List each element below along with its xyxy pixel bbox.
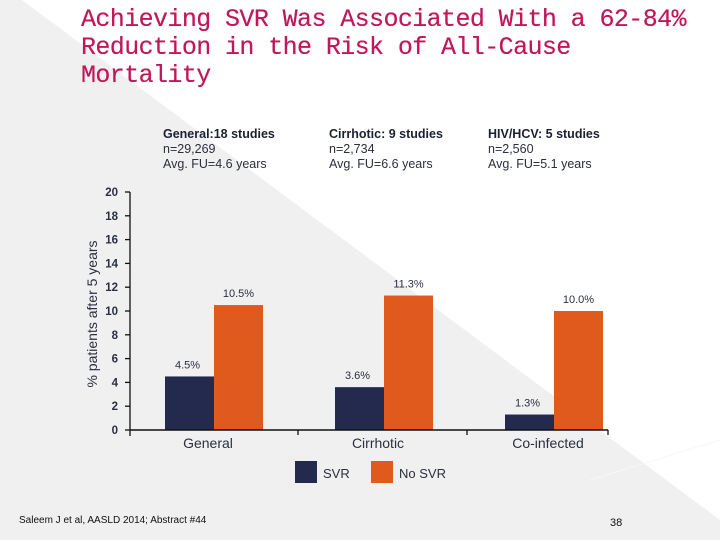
legend-swatch-no-svr	[371, 461, 393, 483]
data-label: 4.5%	[175, 359, 200, 371]
x-tick-label: General	[183, 435, 233, 451]
y-tick-label: 10	[105, 306, 118, 318]
group-info-n: n=29,269	[163, 142, 216, 156]
legend-swatch-svr	[295, 461, 317, 483]
bar-svr	[505, 414, 554, 430]
x-tick-label: Co-infected	[512, 435, 584, 451]
group-info-heading: HIV/HCV: 5 studies	[488, 127, 600, 141]
data-label: 1.3%	[515, 398, 540, 410]
data-label: 10.0%	[563, 294, 594, 306]
bar-no-svr	[384, 295, 433, 430]
group-info-hiv-hcv: HIV/HCV: 5 studies n=2,560 Avg. FU=5.1 y…	[488, 127, 600, 172]
y-tick-label: 14	[105, 258, 118, 270]
page-number: 38	[610, 517, 623, 529]
y-tick-label: 2	[112, 401, 118, 413]
legend-label: No SVR	[399, 466, 446, 481]
y-tick-label: 4	[112, 377, 119, 389]
title-line: Reduction in the Risk of All-Cause	[81, 33, 571, 62]
group-info-heading: General:18 studies	[163, 127, 275, 141]
y-tick-label: 6	[112, 354, 118, 366]
bar-no-svr	[214, 305, 263, 430]
group-info-followup: Avg. FU=5.1 years	[488, 157, 592, 171]
bar-svr	[335, 387, 384, 430]
group-info-followup: Avg. FU=4.6 years	[163, 157, 267, 171]
group-info-n: n=2,560	[488, 142, 534, 156]
bar-svr	[165, 376, 214, 430]
y-tick-label: 16	[105, 235, 118, 247]
title-line: Achieving SVR Was Associated With a 62-8…	[81, 5, 687, 34]
y-axis-label: % patients after 5 years	[84, 240, 100, 387]
group-info-heading: Cirrhotic: 9 studies	[329, 127, 443, 141]
y-tick-label: 0	[112, 425, 118, 437]
slide-title: Achieving SVR Was Associated With a 62-8…	[81, 6, 711, 90]
data-label: 10.5%	[223, 288, 254, 300]
y-tick-label: 12	[105, 282, 118, 294]
group-info-cirrhotic: Cirrhotic: 9 studies n=2,734 Avg. FU=6.6…	[329, 127, 443, 172]
group-info-followup: Avg. FU=6.6 years	[329, 157, 433, 171]
y-tick-label: 18	[105, 211, 118, 223]
data-label: 3.6%	[345, 370, 370, 382]
data-label: 11.3%	[393, 279, 424, 291]
y-tick-label: 20	[105, 187, 118, 199]
title-line: Mortality	[81, 61, 211, 90]
x-tick-label: Cirrhotic	[352, 435, 404, 451]
bar-no-svr	[554, 311, 603, 430]
group-info-general: General:18 studies n=29,269 Avg. FU=4.6 …	[163, 127, 275, 172]
legend-label: SVR	[323, 466, 350, 481]
group-info-n: n=2,734	[329, 142, 375, 156]
citation-footer: Saleem J et al, AASLD 2014; Abstract #44	[19, 515, 207, 526]
background-faint-line	[589, 439, 720, 481]
y-tick-label: 8	[112, 330, 119, 342]
